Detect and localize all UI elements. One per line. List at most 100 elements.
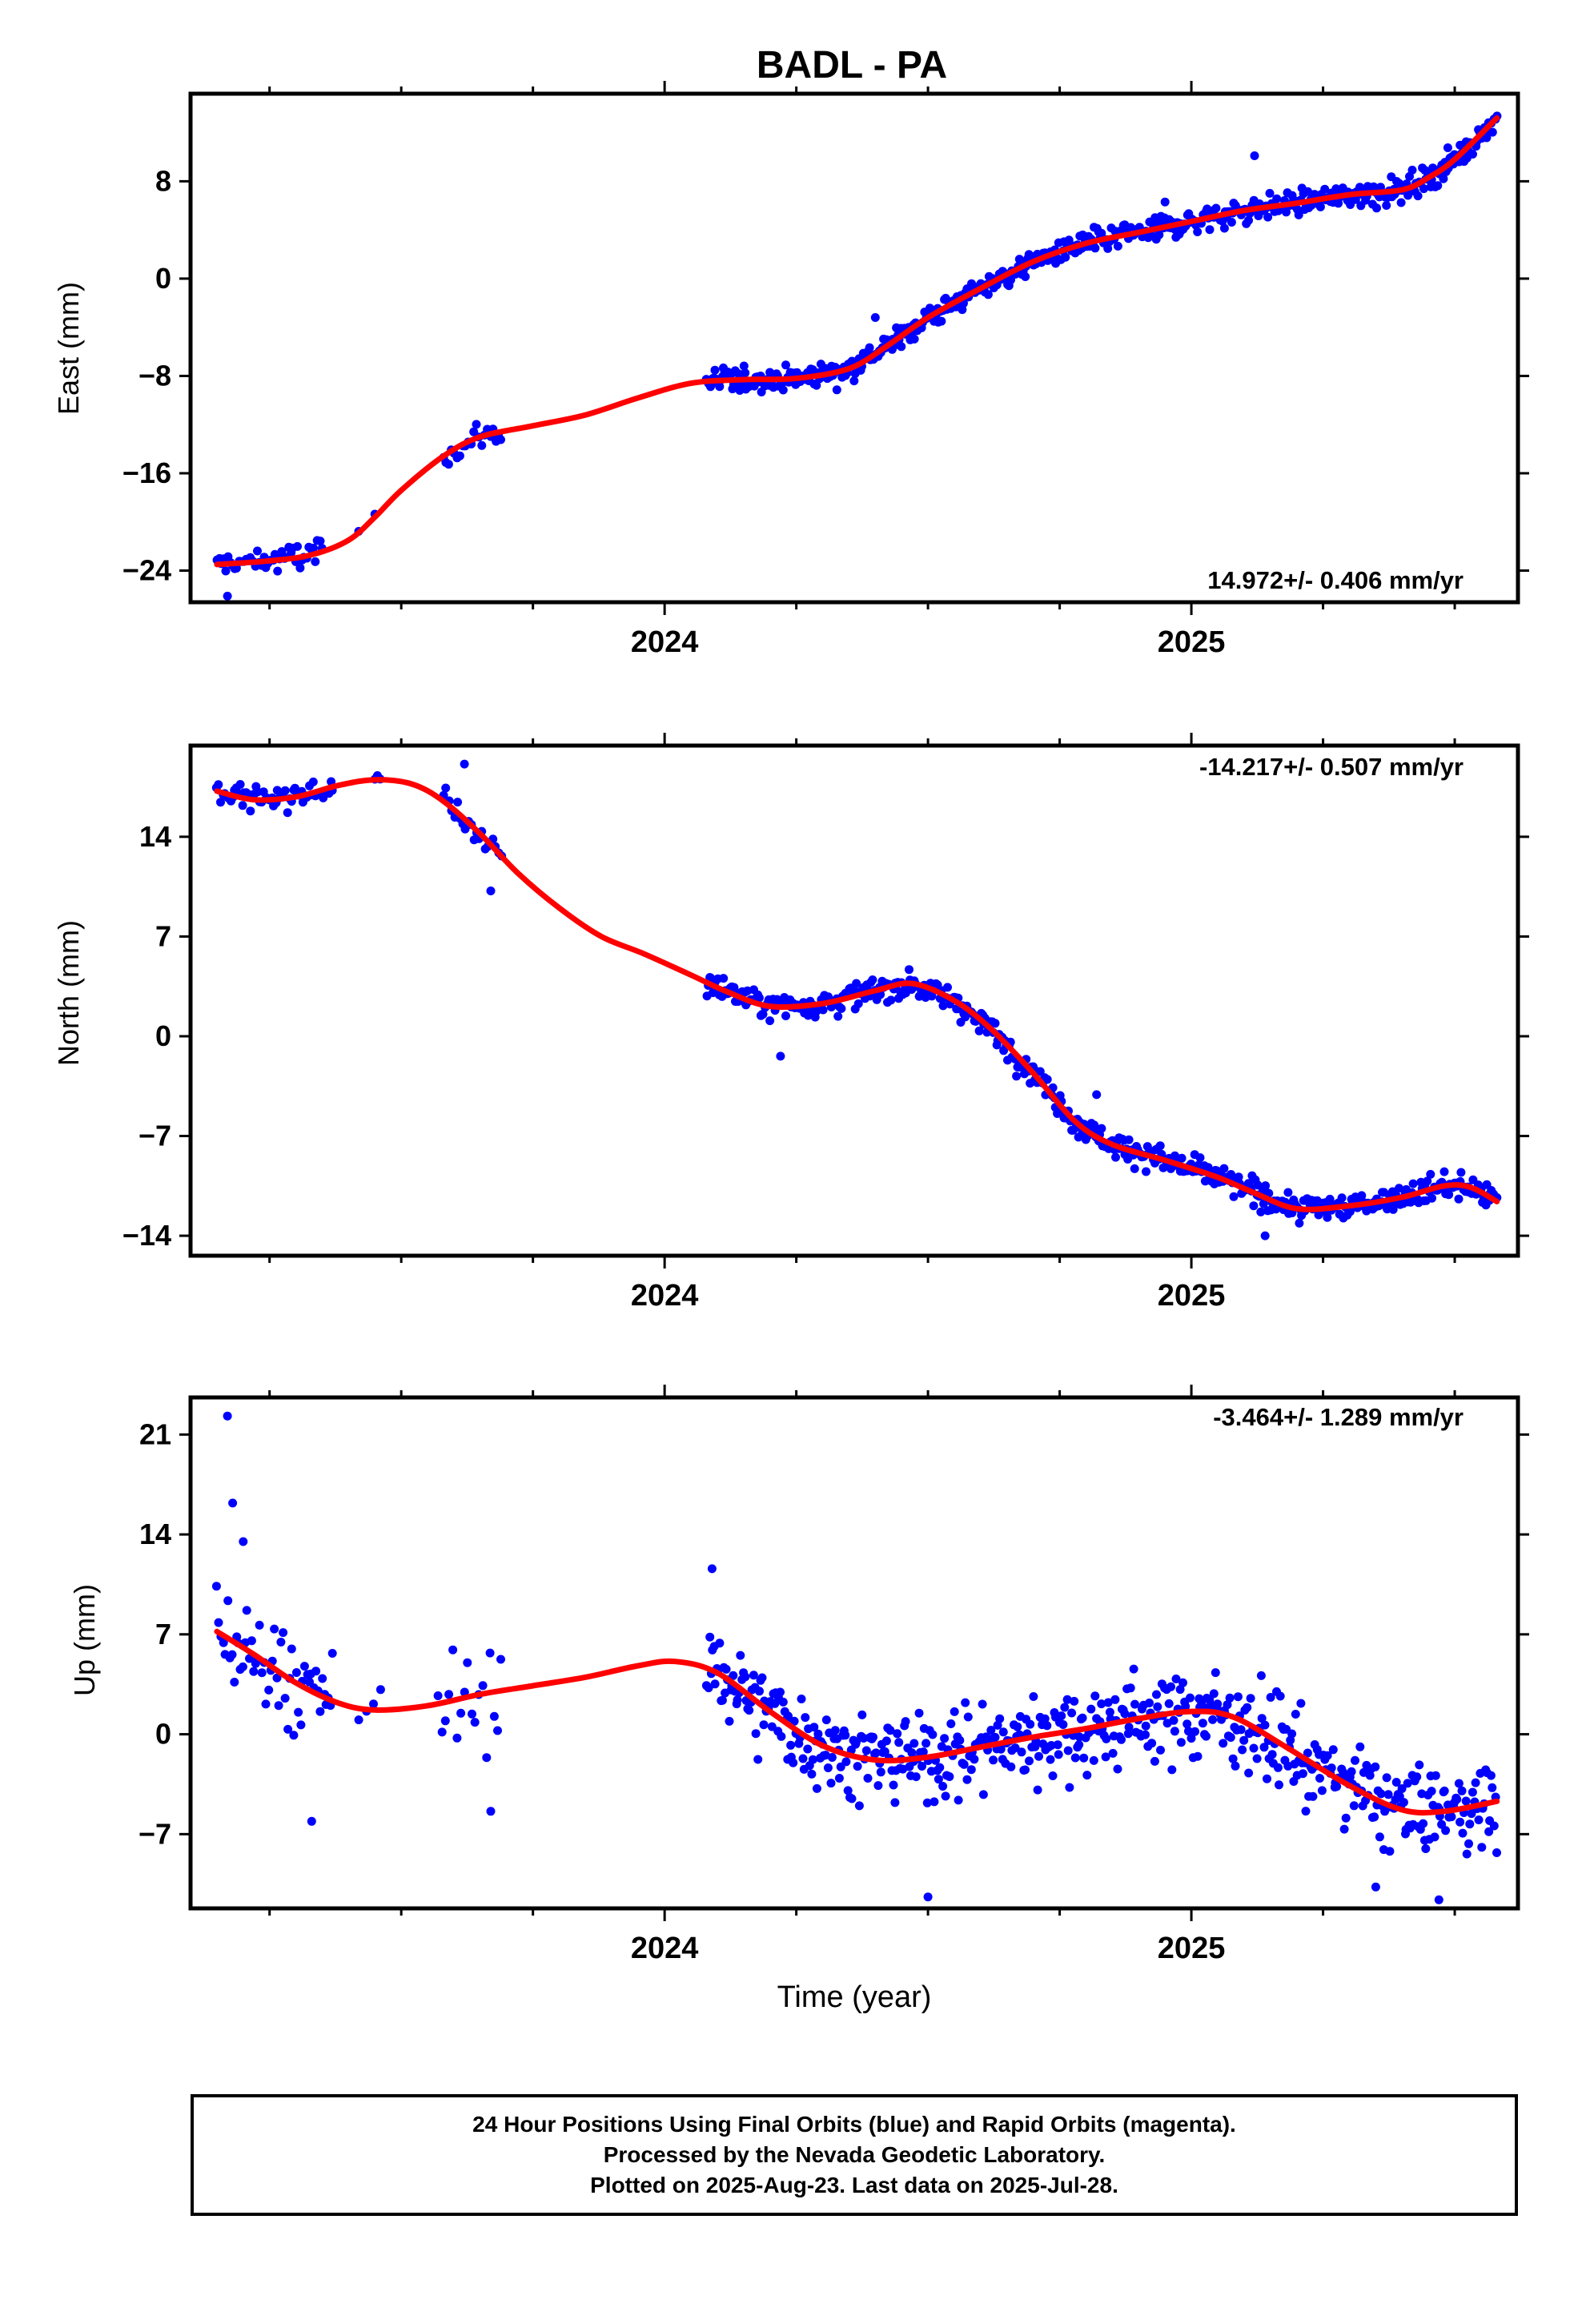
data-point bbox=[715, 1638, 725, 1648]
data-point bbox=[1110, 1695, 1120, 1704]
data-point bbox=[1042, 1075, 1052, 1084]
data-point bbox=[812, 380, 821, 390]
data-point bbox=[274, 1701, 283, 1711]
data-point bbox=[1123, 1729, 1133, 1739]
data-point bbox=[1238, 1745, 1247, 1755]
data-point bbox=[1246, 1694, 1255, 1703]
y-tick-label: −24 bbox=[122, 554, 171, 587]
data-point bbox=[719, 974, 729, 983]
data-point bbox=[1415, 1760, 1424, 1770]
y-tick-label: 7 bbox=[155, 1618, 171, 1651]
data-point bbox=[1486, 1771, 1496, 1780]
data-point bbox=[1259, 1743, 1269, 1752]
data-point bbox=[1434, 1895, 1443, 1904]
x-tick-label: 2024 bbox=[631, 1279, 699, 1313]
panel-north: North (mm) -14.217+/- 0.507 mm/yr −14 −7 0… bbox=[52, 733, 1529, 1313]
data-point bbox=[1042, 1721, 1052, 1731]
data-point bbox=[847, 356, 857, 366]
data-point bbox=[1178, 1678, 1187, 1687]
data-point bbox=[1456, 1168, 1466, 1177]
data-point bbox=[1430, 1832, 1439, 1842]
rate-label-north: -14.217+/- 0.507 mm/yr bbox=[1199, 753, 1464, 781]
data-point bbox=[1197, 1699, 1207, 1709]
footer-line-orbits: 24 Hour Positions Using Final Orbits (bl… bbox=[472, 2112, 1236, 2137]
data-point bbox=[996, 1744, 1006, 1754]
data-point bbox=[270, 1624, 279, 1634]
data-point bbox=[861, 1746, 871, 1755]
y-tick-label: 21 bbox=[139, 1417, 171, 1450]
data-point bbox=[1200, 1176, 1210, 1186]
data-point bbox=[1208, 1715, 1218, 1724]
data-point bbox=[1054, 1750, 1063, 1759]
panel-frame bbox=[188, 743, 1520, 1258]
data-point bbox=[249, 1667, 259, 1676]
data-point bbox=[1376, 1789, 1386, 1799]
plot-area bbox=[211, 1411, 1501, 1904]
data-point bbox=[1419, 184, 1428, 194]
data-point bbox=[228, 1498, 238, 1508]
data-point bbox=[733, 1695, 742, 1705]
data-point bbox=[1426, 1169, 1435, 1179]
data-point bbox=[246, 806, 255, 816]
data-point bbox=[299, 1662, 309, 1671]
data-point bbox=[264, 1685, 274, 1695]
panel-frame bbox=[188, 91, 1520, 605]
data-point bbox=[221, 566, 231, 576]
data-point bbox=[823, 1763, 833, 1772]
data-point bbox=[909, 1739, 919, 1748]
data-point bbox=[283, 1724, 293, 1734]
data-point bbox=[1006, 1762, 1016, 1771]
data-point bbox=[1026, 1719, 1035, 1729]
data-point bbox=[1315, 1774, 1324, 1783]
data-point bbox=[307, 1816, 316, 1826]
data-point bbox=[1327, 1763, 1336, 1773]
data-point bbox=[493, 1726, 502, 1735]
data-point bbox=[841, 1731, 850, 1740]
data-point bbox=[1205, 225, 1215, 235]
data-point bbox=[893, 1729, 902, 1739]
data-point bbox=[291, 1668, 301, 1677]
data-point bbox=[945, 1772, 954, 1781]
data-point bbox=[710, 1679, 720, 1689]
data-point bbox=[1061, 252, 1070, 262]
data-point bbox=[1413, 191, 1423, 201]
data-point bbox=[736, 1651, 745, 1660]
data-point bbox=[1219, 1739, 1228, 1748]
y-tick-label: 14 bbox=[139, 820, 171, 853]
data-point bbox=[1403, 1779, 1412, 1788]
data-point bbox=[1382, 201, 1391, 210]
data-point bbox=[1339, 1824, 1349, 1834]
y-tick-label: −8 bbox=[139, 359, 171, 392]
data-point bbox=[1079, 1753, 1089, 1763]
data-point bbox=[1124, 1723, 1134, 1732]
panel-frame bbox=[188, 1395, 1520, 1911]
data-point bbox=[937, 316, 946, 326]
data-point bbox=[930, 1797, 939, 1807]
data-point bbox=[294, 1707, 303, 1717]
data-point bbox=[1464, 1839, 1473, 1848]
data-point bbox=[1375, 1832, 1384, 1842]
data-point bbox=[1456, 1817, 1465, 1827]
data-point bbox=[914, 1708, 924, 1718]
data-point bbox=[318, 1674, 327, 1683]
y-tick-label: 7 bbox=[155, 919, 171, 952]
data-point bbox=[1444, 1190, 1454, 1200]
data-point bbox=[834, 1774, 844, 1783]
y-tick-label: 0 bbox=[155, 1718, 171, 1751]
data-point bbox=[707, 1564, 717, 1574]
data-point bbox=[870, 313, 880, 322]
data-point bbox=[1090, 243, 1100, 253]
data-point bbox=[869, 1732, 877, 1742]
data-point bbox=[1439, 174, 1448, 183]
data-points bbox=[212, 111, 1502, 601]
data-point bbox=[818, 1005, 828, 1015]
data-point bbox=[1195, 1153, 1205, 1163]
fit-curve bbox=[214, 115, 1500, 568]
data-point bbox=[223, 591, 232, 601]
data-point bbox=[1227, 218, 1236, 227]
data-point bbox=[706, 382, 715, 392]
data-point bbox=[963, 1712, 973, 1722]
data-point bbox=[961, 1698, 970, 1707]
data-point bbox=[1388, 1204, 1398, 1214]
data-point bbox=[1193, 227, 1203, 236]
